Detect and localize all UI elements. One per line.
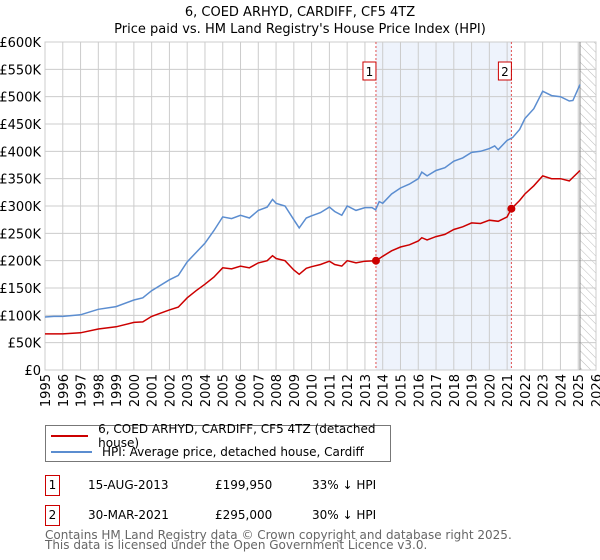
x-tick-label: 2013 [359,374,374,407]
price-paid-line [45,169,581,335]
y-tick-label: £350K [0,173,41,188]
legend-label: 6, COED ARHYD, CARDIFF, CF5 4TZ (detache… [98,422,376,450]
x-tick-label: 1999 [110,374,125,407]
sale-label: 1 [366,65,374,79]
x-tick-label: 2002 [163,374,178,407]
x-tick-label: 2011 [323,374,338,407]
x-tick-label: 2012 [341,374,356,407]
x-tick-label: 2004 [199,374,214,407]
legend: 6, COED ARHYD, CARDIFF, CF5 4TZ (detache… [45,422,391,462]
x-tick-label: 2003 [181,374,196,407]
price-chart: £0 £50K £100K £150K £200K £250K £300K £350K £400… [0,36,600,407]
x-tick-label: 2018 [448,374,463,407]
y-tick-label: £50K [8,337,42,352]
legend-item-hpi: HPI: Average price, detached house, Card… [51,444,364,460]
sale-point [507,204,516,213]
chart-subtitle: Price paid vs. HM Land Registry's House … [114,22,486,37]
sale-date: 15-AUG-2013 [88,478,169,492]
y-tick-label: £150K [0,282,41,297]
x-tick-label: 2021 [501,374,516,407]
x-tick-label: 2023 [537,374,552,407]
legend-label: HPI: Average price, detached house, Card… [102,445,364,459]
plot-frame [44,41,597,371]
x-tick-label: 1998 [92,374,107,407]
sale-price: £199,950 [215,478,273,492]
x-tick-label: 2014 [377,374,392,407]
y-tick-label: £400K [0,145,41,160]
hpi-line [44,84,581,318]
sale-hpi-diff: 30% ↓ HPI [312,508,377,522]
x-tick-label: 2005 [217,374,232,407]
x-tick-label: 2007 [252,374,267,407]
x-tick-label: 2006 [235,374,250,407]
x-tick-label: 2017 [430,374,445,407]
y-tick-label: £600K [0,36,41,51]
sale-point [371,256,380,265]
x-tick-label: 1997 [75,374,90,407]
y-tick-label: £100K [0,309,41,324]
y-tick-label: £250K [0,227,41,242]
sale-price: £295,000 [215,508,273,522]
x-tick-label: 2020 [483,374,498,407]
x-tick-label: 1996 [57,374,72,407]
y-tick-label: £200K [0,255,41,270]
y-tick-label: £500K [0,91,41,106]
x-tick-label: 2026 [590,374,600,407]
footer: Contains HM Land Registry data © Crown c… [45,528,512,552]
x-tick-label: 2019 [466,374,481,407]
sale-badge: 1 [45,475,60,496]
legend-item-property: 6, COED ARHYD, CARDIFF, CF5 4TZ (detache… [51,422,390,450]
sale-date: 30-MAR-2021 [88,508,169,522]
x-tick-label: 2025 [572,374,587,407]
sale-label-box [362,61,377,81]
x-tick-label: 2022 [519,374,534,407]
x-tick-label: 2000 [128,374,143,407]
footer-line: Contains HM Land Registry data © Crown c… [45,528,512,542]
y-tick-label: £550K [0,63,41,78]
y-tick-label: £300K [0,200,41,215]
sale-label-box [497,61,512,81]
legend-swatch-red [51,435,89,437]
x-tick-label: 2009 [288,374,303,407]
x-tick-label: 2001 [146,374,161,407]
sale-label: 2 [501,65,509,79]
legend-swatch-blue [51,451,92,453]
x-tick-label: 1995 [39,374,54,407]
x-tick-label: 2008 [270,374,285,407]
footer-line: This data is licensed under the Open Gov… [45,538,428,552]
x-tick-label: 2016 [412,374,427,407]
sale-badge: 2 [45,505,60,526]
chart-title: 6, COED ARHYD, CARDIFF, CF5 4TZ [184,5,416,20]
x-tick-label: 2024 [554,374,569,407]
x-tick-label: 2015 [394,374,409,407]
sale-hpi-diff: 33% ↓ HPI [312,478,377,492]
y-tick-label: £450K [0,118,41,133]
y-tick-label: £0 [24,364,41,379]
x-tick-label: 2010 [306,374,321,407]
